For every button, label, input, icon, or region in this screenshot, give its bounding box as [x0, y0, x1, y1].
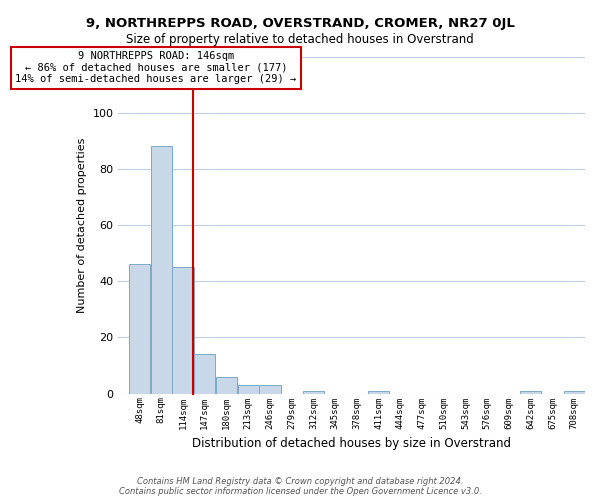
Bar	[238, 385, 259, 394]
Bar	[151, 146, 172, 394]
X-axis label: Distribution of detached houses by size in Overstrand: Distribution of detached houses by size …	[192, 437, 511, 450]
Bar	[129, 264, 150, 394]
Bar	[259, 385, 281, 394]
Bar	[194, 354, 215, 394]
Bar	[563, 391, 585, 394]
Bar	[216, 377, 237, 394]
Text: 9, NORTHREPPS ROAD, OVERSTRAND, CROMER, NR27 0JL: 9, NORTHREPPS ROAD, OVERSTRAND, CROMER, …	[86, 18, 514, 30]
Text: 9 NORTHREPPS ROAD: 146sqm
← 86% of detached houses are smaller (177)
14% of semi: 9 NORTHREPPS ROAD: 146sqm ← 86% of detac…	[15, 51, 296, 84]
Bar	[303, 391, 324, 394]
Bar	[172, 267, 194, 394]
Bar	[520, 391, 541, 394]
Y-axis label: Number of detached properties: Number of detached properties	[77, 138, 86, 313]
Text: Size of property relative to detached houses in Overstrand: Size of property relative to detached ho…	[126, 32, 474, 46]
Text: Contains HM Land Registry data © Crown copyright and database right 2024.
Contai: Contains HM Land Registry data © Crown c…	[119, 476, 481, 496]
Bar	[368, 391, 389, 394]
